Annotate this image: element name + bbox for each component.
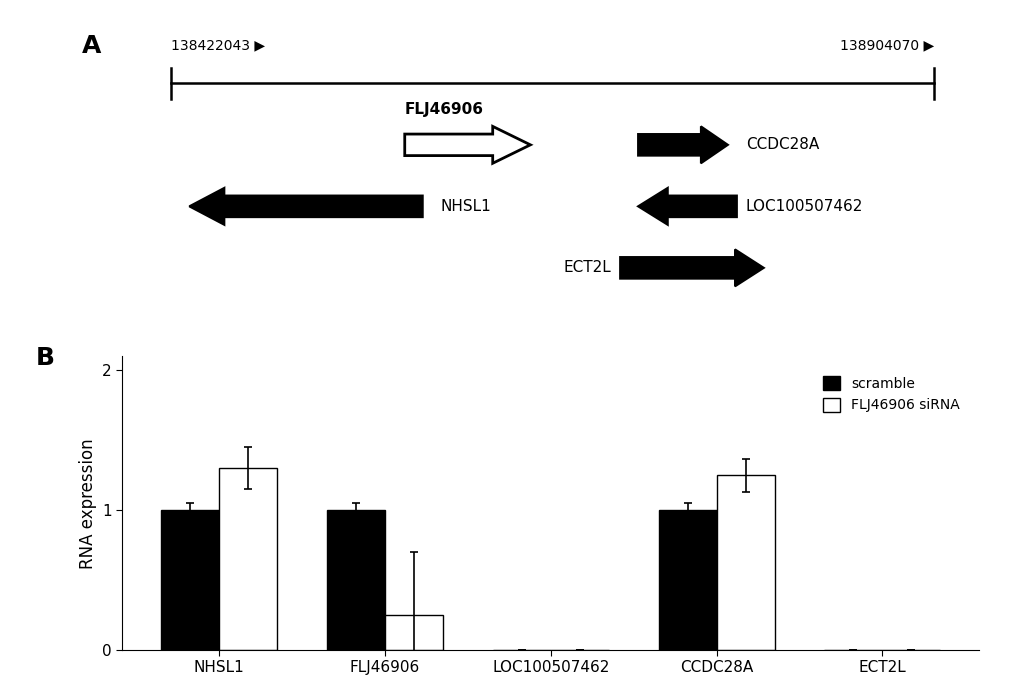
Polygon shape (405, 127, 530, 164)
Polygon shape (638, 127, 728, 164)
Bar (327, 510, 385, 650)
Text: LOC100507462: LOC100507462 (745, 199, 862, 214)
Bar (385, 615, 442, 650)
Legend: scramble, FLJ46906 siRNA: scramble, FLJ46906 siRNA (817, 370, 964, 418)
Text: CCDC28A: CCDC28A (745, 137, 818, 152)
Y-axis label: RNA expression: RNA expression (78, 438, 97, 568)
Polygon shape (190, 188, 422, 225)
Text: NHSL1: NHSL1 (440, 199, 491, 214)
Text: 138904070 ▶: 138904070 ▶ (840, 38, 933, 52)
Text: 138422043 ▶: 138422043 ▶ (171, 38, 265, 52)
Polygon shape (638, 188, 736, 225)
Bar (219, 468, 277, 650)
Bar (658, 510, 715, 650)
Bar (715, 475, 773, 650)
Text: B: B (36, 346, 55, 370)
Bar (161, 510, 219, 650)
Polygon shape (620, 250, 763, 287)
Text: A: A (82, 34, 101, 58)
Text: ECT2L: ECT2L (562, 260, 610, 275)
Text: FLJ46906: FLJ46906 (405, 102, 483, 117)
